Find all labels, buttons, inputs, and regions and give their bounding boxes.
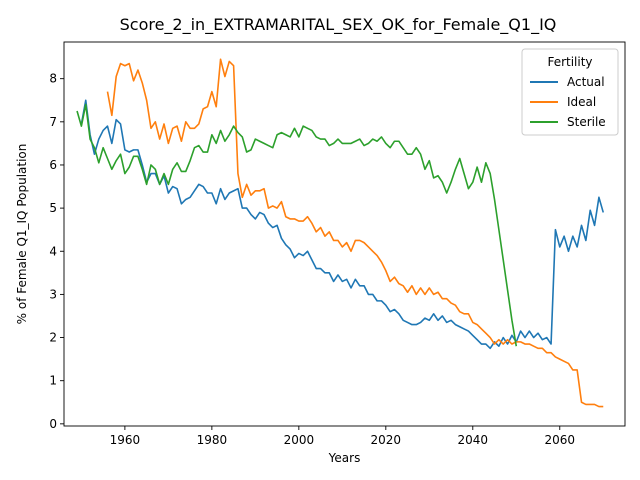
y-tick-label: 4: [49, 244, 57, 258]
series-layer: [76, 58, 605, 408]
y-axis-label: % of Female Q1_IQ Population: [15, 144, 29, 325]
legend-label-ideal: Ideal: [567, 95, 596, 109]
x-tick-label: 2040: [458, 433, 489, 447]
series-line-sterile: [76, 103, 518, 347]
plot-frame: [63, 41, 626, 427]
y-tick-label: 7: [49, 115, 57, 129]
y-tick-label: 0: [49, 417, 57, 431]
y-tick-label: 1: [49, 374, 57, 388]
y-tick-label: 3: [49, 287, 57, 301]
y-axis-ticks: 0 1 2 3 4 5 6 7 8: [49, 72, 64, 431]
x-axis-ticks: 1960 1980 2000 2020 2040 2060: [110, 426, 575, 447]
x-tick-label: 2020: [371, 433, 402, 447]
x-tick-label: 1960: [110, 433, 141, 447]
legend-label-sterile: Sterile: [567, 115, 606, 129]
legend-label-actual: Actual: [567, 75, 605, 89]
legend: Fertility Actual Ideal Sterile: [521, 48, 619, 136]
x-tick-label: 2060: [544, 433, 575, 447]
x-axis-label: Years: [328, 451, 361, 465]
legend-title: Fertility: [547, 55, 592, 69]
y-tick-label: 2: [49, 331, 57, 345]
y-tick-label: 6: [49, 158, 57, 172]
series-line-ideal: [106, 58, 604, 408]
x-tick-label: 2000: [284, 433, 315, 447]
y-tick-label: 8: [49, 72, 57, 86]
legend-box: [521, 48, 619, 136]
chart-title: Score_2_in_EXTRAMARITAL_SEX_OK_for_Femal…: [120, 15, 557, 35]
x-tick-label: 1980: [197, 433, 228, 447]
y-tick-label: 5: [49, 201, 57, 215]
